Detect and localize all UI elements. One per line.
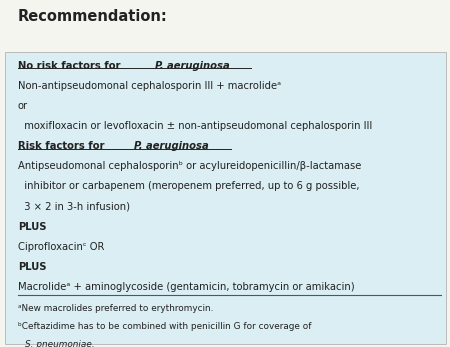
Text: Risk factors for: Risk factors for bbox=[18, 141, 108, 151]
Text: P. aeruginosa: P. aeruginosa bbox=[134, 141, 209, 151]
Text: S. pneumoniae.: S. pneumoniae. bbox=[25, 340, 95, 347]
Text: P. aeruginosa: P. aeruginosa bbox=[155, 61, 230, 71]
Text: ᵃNew macrolides preferred to erythromycin.: ᵃNew macrolides preferred to erythromyci… bbox=[18, 304, 213, 313]
Text: 3 × 2 in 3-h infusion): 3 × 2 in 3-h infusion) bbox=[18, 202, 130, 212]
Text: Ciprofloxacinᶜ OR: Ciprofloxacinᶜ OR bbox=[18, 242, 104, 252]
Text: Antipseudomonal cephalosporinᵇ or acylureidopenicillin/β-lactamase: Antipseudomonal cephalosporinᵇ or acylur… bbox=[18, 161, 361, 171]
Text: Non-antipseudomonal cephalosporin III + macrolideᵃ: Non-antipseudomonal cephalosporin III + … bbox=[18, 81, 281, 91]
Text: No risk factors for: No risk factors for bbox=[18, 61, 124, 71]
Text: PLUS: PLUS bbox=[18, 222, 46, 232]
FancyBboxPatch shape bbox=[4, 52, 446, 344]
Text: Macrolideᵃ + aminoglycoside (gentamicin, tobramycin or amikacin): Macrolideᵃ + aminoglycoside (gentamicin,… bbox=[18, 282, 355, 292]
Text: ᵇCeftazidime has to be combined with penicillin G for coverage of: ᵇCeftazidime has to be combined with pen… bbox=[18, 322, 311, 331]
Text: or: or bbox=[18, 101, 28, 111]
Text: PLUS: PLUS bbox=[18, 262, 46, 272]
Text: Recommendation:: Recommendation: bbox=[18, 9, 168, 24]
Text: moxifloxacin or levofloxacin ± non-antipseudomonal cephalosporin III: moxifloxacin or levofloxacin ± non-antip… bbox=[18, 121, 372, 131]
Text: inhibitor or carbapenem (meropenem preferred, up to 6 g possible,: inhibitor or carbapenem (meropenem prefe… bbox=[18, 181, 360, 192]
